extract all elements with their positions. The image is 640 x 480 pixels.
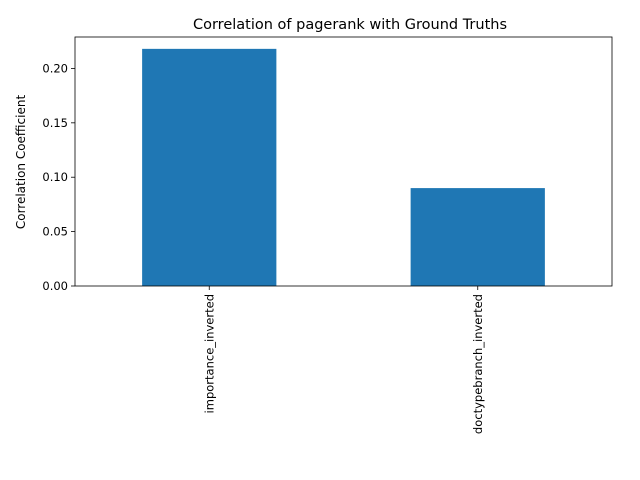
bar-importance_inverted: [142, 48, 277, 286]
y-tick-label: 0.05: [42, 225, 68, 239]
y-tick-label: 0.00: [42, 279, 68, 293]
y-axis-label: Correlation Coefficient: [14, 95, 28, 230]
x-tick-label: importance_inverted: [202, 294, 216, 413]
plot-frame: [74, 36, 613, 287]
chart-title: Correlation of pagerank with Ground Trut…: [193, 17, 507, 33]
y-tick-label: 0.10: [42, 170, 68, 184]
y-tick-label: 0.20: [42, 61, 68, 75]
x-tick-label: doctypebranch_inverted: [471, 294, 485, 434]
bar-doctypebranch_inverted: [410, 188, 545, 286]
plot-area: importance_inverted doctypebranch_inverte…: [42, 36, 613, 434]
y-tick-label: 0.15: [42, 116, 68, 130]
